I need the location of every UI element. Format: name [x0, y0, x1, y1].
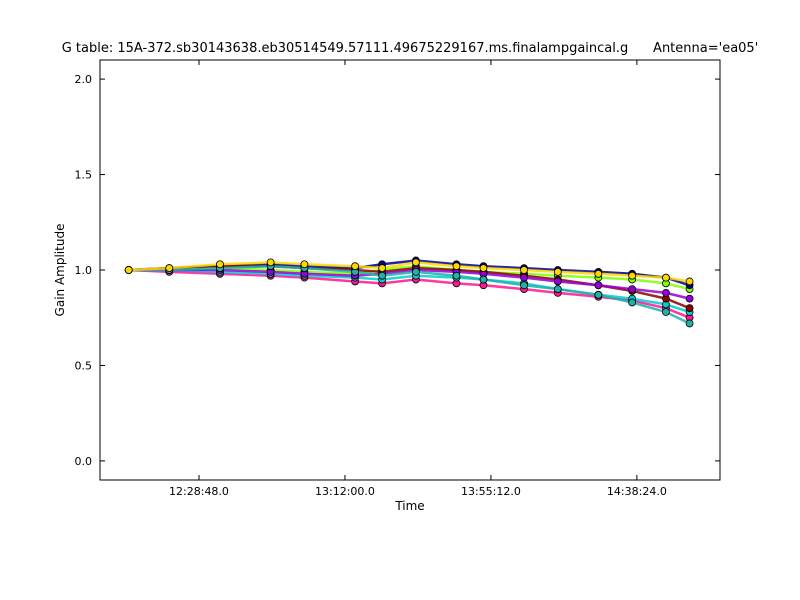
- y-tick-label: 0.5: [75, 359, 93, 372]
- y-tick-label: 0.0: [75, 455, 93, 468]
- data-point: [479, 264, 488, 272]
- data-point: [452, 271, 461, 280]
- series-line: [128, 268, 690, 300]
- data-point: [124, 266, 133, 274]
- data-point: [553, 285, 562, 293]
- x-tick-label: 13:55:12.0: [461, 485, 521, 498]
- y-tick-label: 1.0: [75, 264, 93, 277]
- x-tick-label: 12:28:48.0: [169, 485, 229, 498]
- y-axis-label: Gain Amplitude: [53, 224, 67, 317]
- data-point: [594, 269, 603, 278]
- data-point: [452, 262, 461, 271]
- data-point: [412, 258, 420, 267]
- data-point: [662, 289, 670, 297]
- data-point: [479, 275, 488, 284]
- x-axis-label: Time: [394, 499, 424, 513]
- data-point: [628, 298, 637, 307]
- data-point: [685, 319, 694, 328]
- data-point: [553, 277, 562, 286]
- data-point: [216, 260, 224, 269]
- chart-title: G table: 15A-372.sb30143638.eb30514549.5…: [62, 41, 759, 56]
- data-point: [351, 262, 359, 271]
- data-point: [685, 294, 694, 303]
- data-point: [266, 258, 275, 267]
- data-point: [520, 266, 528, 274]
- y-tick-label: 2.0: [75, 73, 93, 86]
- data-point: [165, 264, 174, 272]
- series-line: [128, 268, 690, 314]
- data-point: [685, 277, 694, 286]
- data-point: [520, 273, 528, 282]
- data-point: [553, 268, 562, 276]
- y-tick-label: 1.5: [75, 169, 93, 182]
- data-point: [520, 281, 528, 290]
- x-tick-label: 14:38:24.0: [607, 485, 667, 498]
- data-point: [594, 281, 603, 290]
- data-point: [662, 273, 670, 282]
- data-point: [628, 285, 637, 293]
- data-point: [412, 268, 420, 276]
- data-point: [685, 304, 694, 313]
- series-line: [128, 261, 690, 283]
- series-line: [128, 264, 691, 325]
- data-point: [662, 308, 670, 316]
- x-tick-label: 13:12:00.0: [315, 485, 375, 498]
- data-point: [594, 290, 603, 299]
- data-point: [378, 271, 387, 280]
- data-point: [300, 260, 309, 269]
- data-point: [378, 264, 387, 272]
- data-point: [628, 271, 637, 280]
